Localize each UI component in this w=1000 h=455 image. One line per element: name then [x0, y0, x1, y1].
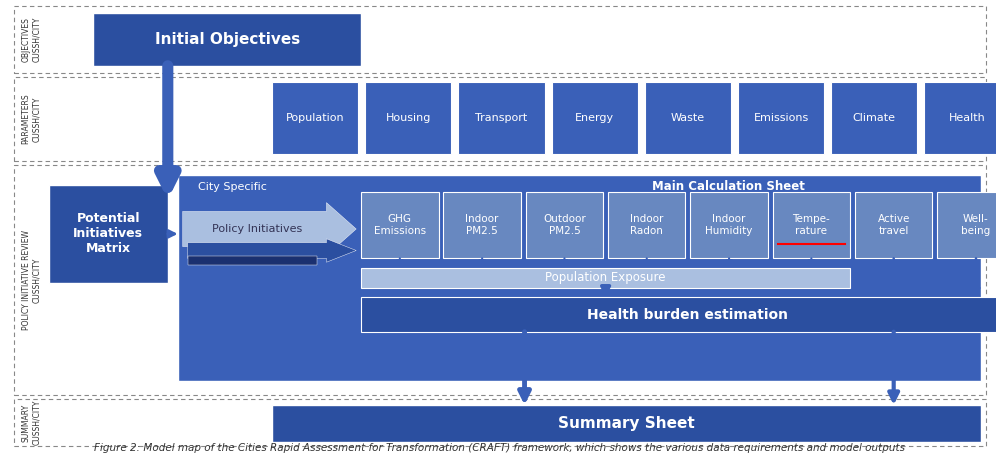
Text: POLICY INITIATIVE REVIEW
CUSSH/CITY: POLICY INITIATIVE REVIEW CUSSH/CITY: [22, 230, 41, 330]
Text: City Specific: City Specific: [198, 182, 266, 192]
Text: Population: Population: [286, 113, 344, 123]
Text: Tempe-
rature: Tempe- rature: [793, 214, 830, 236]
Text: Active
travel: Active travel: [878, 214, 910, 236]
Text: Indoor
PM2.5: Indoor PM2.5: [465, 214, 499, 236]
Bar: [93, 13, 361, 66]
Bar: [690, 192, 768, 258]
Bar: [272, 82, 358, 154]
Bar: [937, 192, 1000, 258]
Text: Potential
Initiatives
Matrix: Potential Initiatives Matrix: [73, 212, 143, 255]
Text: Initial Objectives: Initial Objectives: [155, 32, 300, 47]
Bar: [645, 82, 731, 154]
Text: Policy Initiatives: Policy Initiatives: [212, 224, 302, 234]
Text: Indoor
Humidity: Indoor Humidity: [705, 214, 753, 236]
Bar: [738, 82, 824, 154]
Text: Health burden estimation: Health burden estimation: [587, 308, 788, 322]
Bar: [14, 399, 986, 446]
Text: Transport: Transport: [475, 113, 528, 123]
Text: Waste: Waste: [671, 113, 705, 123]
Text: Housing: Housing: [386, 113, 431, 123]
Bar: [361, 298, 1000, 332]
Bar: [272, 405, 981, 442]
Text: Figure 2: Model map of the Cities Rapid Assessment for Transformation (CRAFT) fr: Figure 2: Model map of the Cities Rapid …: [94, 443, 906, 453]
Bar: [855, 192, 932, 258]
Text: SUMMARY
CUSSH/CITY: SUMMARY CUSSH/CITY: [22, 400, 41, 445]
Text: Energy: Energy: [575, 113, 614, 123]
Bar: [773, 192, 850, 258]
Text: Population Exposure: Population Exposure: [545, 271, 666, 284]
Bar: [49, 185, 168, 283]
Bar: [608, 192, 685, 258]
Text: PARAMETERS
CUSSH/CITY: PARAMETERS CUSSH/CITY: [22, 94, 41, 144]
Text: Summary Sheet: Summary Sheet: [558, 416, 695, 431]
Text: Emissions: Emissions: [754, 113, 809, 123]
Bar: [458, 82, 545, 154]
Bar: [188, 256, 317, 265]
Text: Well-
being: Well- being: [961, 214, 991, 236]
Text: Main Calculation Sheet: Main Calculation Sheet: [652, 181, 805, 193]
Bar: [361, 192, 439, 258]
Text: Indoor
Radon: Indoor Radon: [630, 214, 663, 236]
Bar: [526, 192, 603, 258]
Bar: [14, 166, 986, 395]
Bar: [552, 82, 638, 154]
Text: Outdoor
PM2.5: Outdoor PM2.5: [543, 214, 586, 236]
Bar: [14, 6, 986, 73]
Bar: [178, 175, 981, 380]
Bar: [361, 268, 850, 288]
Bar: [924, 82, 1000, 154]
Text: OBJECTIVES
CUSSH/CITY: OBJECTIVES CUSSH/CITY: [22, 17, 41, 62]
Bar: [831, 82, 917, 154]
Text: GHG
Emissions: GHG Emissions: [374, 214, 426, 236]
Polygon shape: [183, 202, 356, 255]
Bar: [365, 82, 451, 154]
Text: Climate: Climate: [853, 113, 896, 123]
Polygon shape: [188, 239, 356, 262]
Text: Health: Health: [949, 113, 986, 123]
Bar: [14, 77, 986, 161]
Bar: [443, 192, 521, 258]
